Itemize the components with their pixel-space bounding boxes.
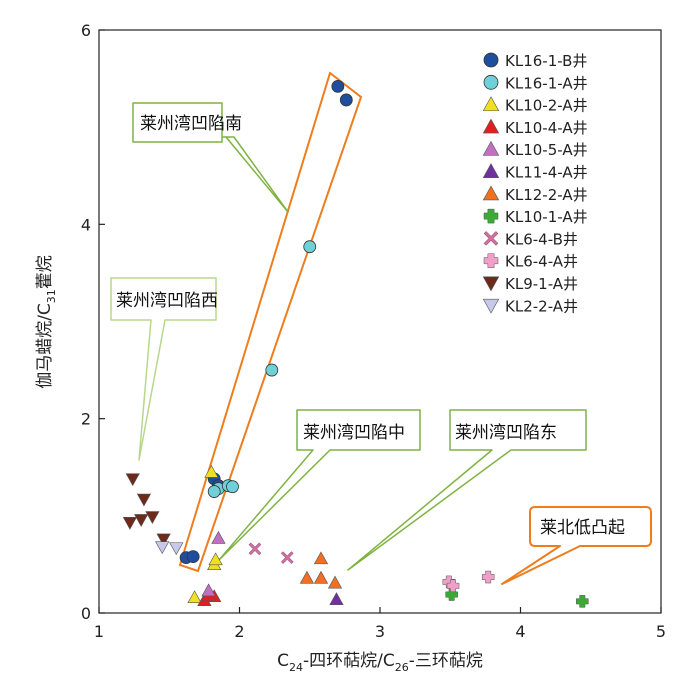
legend-label: KL2-2-A井 <box>505 297 578 315</box>
data-point <box>201 583 216 597</box>
data-point <box>207 485 221 498</box>
callout-central: 莱州湾凹陷中 <box>218 409 421 561</box>
data-point <box>313 570 329 584</box>
tick-labels: 1 2 3 4 5 0 2 4 6 <box>81 21 666 641</box>
y-tick-label: 4 <box>81 215 91 234</box>
x-tick-label: 4 <box>515 622 525 641</box>
axis-ticks <box>98 29 662 614</box>
data-point <box>211 530 226 544</box>
data-point <box>331 79 345 93</box>
data-point <box>248 542 262 556</box>
y-tick-label: 0 <box>81 604 91 623</box>
callout-east: 莱州湾凹陷东 <box>347 409 587 571</box>
y-tick-label: 2 <box>81 410 91 429</box>
callout-laibei-text: 莱北低凸起 <box>540 518 625 538</box>
data-point <box>226 480 239 494</box>
y-axis-title: 伽马蜡烷/C31藿烷 <box>35 255 58 389</box>
data-point <box>134 514 149 527</box>
legend-marker <box>482 96 500 112</box>
legend-marker <box>483 52 499 68</box>
data-point <box>446 579 460 593</box>
data-point <box>299 570 315 584</box>
data-point <box>187 590 202 604</box>
legend-marker <box>483 231 499 246</box>
callout-south: 莱州湾凹陷南 <box>132 102 289 213</box>
y-tick-label: 6 <box>81 21 91 40</box>
data-point <box>186 550 200 564</box>
data-point <box>265 363 279 377</box>
legend-marker <box>482 140 500 156</box>
legend-marker <box>482 163 500 178</box>
legend-label: KL12-2-A井 <box>505 186 588 204</box>
data-point <box>156 533 171 547</box>
legend-label: KL16-1-B井 <box>505 52 587 70</box>
data-point <box>481 570 495 584</box>
south-field-envelope <box>178 71 363 573</box>
x-tick-label: 3 <box>375 622 385 641</box>
data-point <box>204 464 219 478</box>
data-point <box>208 552 223 566</box>
legend-marker <box>483 253 499 268</box>
legend-marker <box>482 118 500 134</box>
legend-label: KL11-4-A井 <box>505 164 588 182</box>
legend-marker <box>482 276 500 292</box>
data-point <box>280 551 294 564</box>
x-tick-label: 1 <box>94 622 104 641</box>
legend-marker <box>482 185 500 201</box>
data-point <box>303 240 317 254</box>
data-points <box>122 79 589 608</box>
x-tick-label: 5 <box>656 622 666 641</box>
legend-label: KL10-5-A井 <box>505 141 588 159</box>
data-point <box>122 517 138 530</box>
legend-marker <box>483 208 499 224</box>
legend-marker <box>483 74 499 90</box>
callout-laibei: 莱北低凸起 <box>501 506 652 585</box>
x-axis-title: C24-四环萜烷/C26-三环萜烷 <box>277 651 483 674</box>
legend-label: KL9-1-A井 <box>505 275 578 293</box>
legend-label: KL6-4-B井 <box>505 230 578 248</box>
data-point <box>329 592 344 605</box>
data-point <box>313 551 329 565</box>
callout-west: 莱州湾凹陷西 <box>110 277 218 461</box>
data-point <box>327 575 343 589</box>
data-point <box>576 595 589 608</box>
callout-west-text: 莱州湾凹陷西 <box>116 291 218 311</box>
data-point <box>125 473 140 487</box>
legend-marker <box>482 298 500 314</box>
data-point <box>136 493 152 507</box>
data-point <box>155 541 170 555</box>
legend-label: KL6-4-A井 <box>505 253 578 271</box>
data-point <box>339 93 353 107</box>
x-tick-label: 2 <box>234 622 244 641</box>
legend-label: KL10-4-A井 <box>505 119 588 137</box>
data-point <box>145 511 160 525</box>
callout-central-text: 莱州湾凹陷中 <box>303 423 405 443</box>
legend-label: KL10-2-A井 <box>505 97 588 115</box>
data-point <box>169 542 184 556</box>
callout-south-text: 莱州湾凹陷南 <box>140 114 242 134</box>
legend: KL16-1-B井 KL16-1-A井 KL10-2-A井 KL10-4-A井 KL10… <box>482 52 588 315</box>
legend-label: KL16-1-A井 <box>505 74 588 92</box>
callout-east-text: 莱州湾凹陷东 <box>455 423 557 443</box>
legend-label: KL10-1-A井 <box>505 208 588 226</box>
